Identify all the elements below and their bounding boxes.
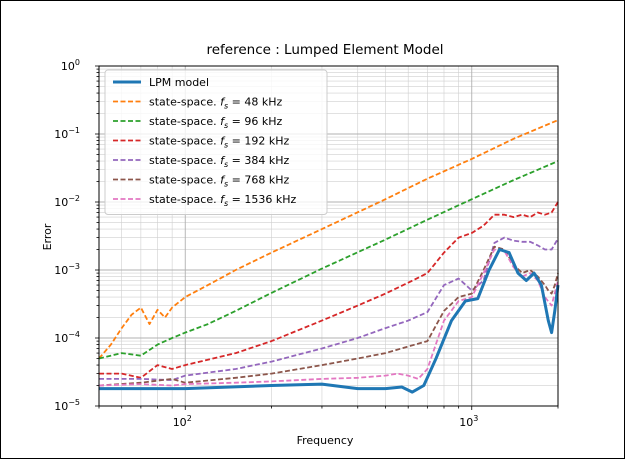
- legend-label: state-space. fs = 384 kHz: [149, 154, 290, 169]
- x-axis-label: Frequency: [297, 434, 354, 447]
- series-line-2: [98, 160, 559, 360]
- series-line-3: [99, 201, 559, 379]
- legend-label: state-space. fs = 192 kHz: [149, 135, 290, 150]
- legend-label: state-space. fs = 48 kHz: [149, 96, 283, 111]
- axes-box: [98, 65, 559, 407]
- y-tick-label: 10−5: [54, 398, 80, 413]
- series-line-6: [98, 248, 559, 387]
- y-tick-label: 10−2: [54, 194, 80, 209]
- y-tick-label: 100: [61, 58, 80, 73]
- y-tick-label: 10−4: [54, 330, 80, 345]
- series-line-1: [98, 119, 559, 360]
- legend-label: state-space. fs = 768 kHz: [149, 174, 290, 189]
- series-line-5: [98, 245, 559, 387]
- y-tick-label: 10−3: [54, 262, 80, 277]
- y-tick-label: 10−1: [54, 126, 80, 141]
- y-axis-label: Error: [41, 223, 54, 250]
- series-layer: [98, 119, 560, 394]
- x-tick-label: 103: [459, 414, 478, 429]
- ticks: 102 103 10−5 10−4 10−3 10−2 10−1 100: [54, 58, 559, 429]
- chart-title: reference : Lumped Element Model: [206, 42, 443, 58]
- x-tick-label: 102: [173, 414, 192, 429]
- legend-box: [104, 69, 328, 215]
- legend-label: state-space. fs = 1536 kHz: [149, 193, 296, 208]
- series-line-4: [99, 236, 559, 382]
- series-line-0: [99, 248, 560, 394]
- legend-label: LPM model: [149, 76, 209, 89]
- legend-label: state-space. fs = 96 kHz: [149, 115, 283, 130]
- legend: LPM model state-space. fs = 48 kHz state-s…: [104, 69, 328, 215]
